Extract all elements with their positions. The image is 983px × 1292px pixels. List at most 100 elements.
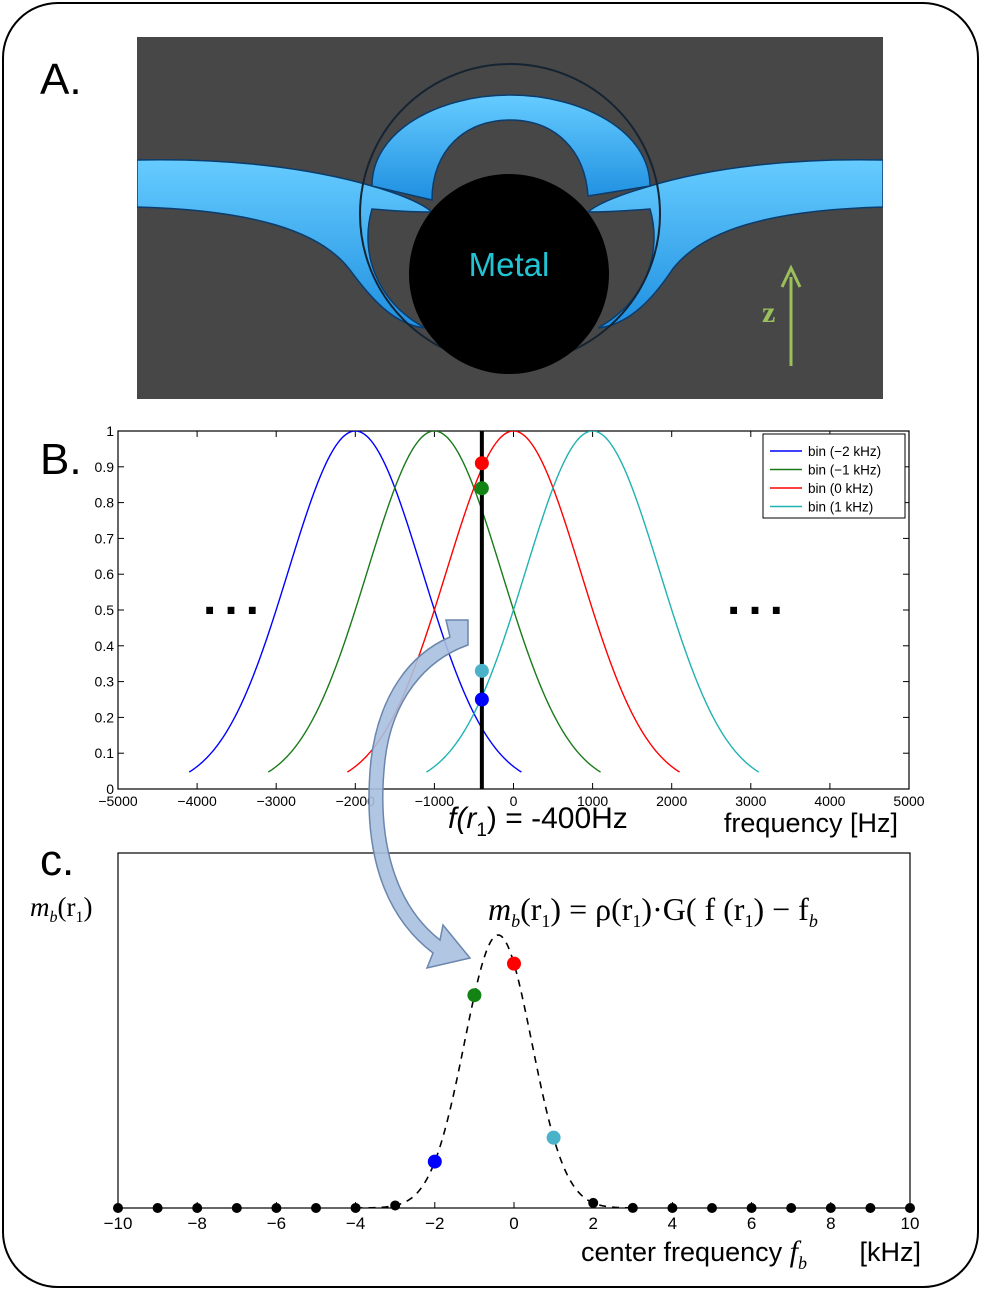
panel-b-x-label: frequency [Hz] — [724, 808, 898, 838]
marker-label-f: f(r — [448, 802, 477, 835]
eq-sub-1: 1 — [541, 911, 550, 931]
marker-label-sub: 1 — [476, 820, 487, 841]
x-tick-label: −4 — [346, 1214, 365, 1233]
sample-point — [192, 1203, 203, 1213]
panel-a-field-map: Metal z — [137, 37, 883, 399]
x-tick-label: 3000 — [735, 793, 766, 809]
intersection-point — [474, 692, 489, 707]
panel-c-x-unit: [kHz] — [859, 1237, 921, 1267]
panel-a-label: A. — [40, 55, 82, 104]
x-tick-label: −2000 — [336, 793, 376, 809]
x-tick-label: 0 — [509, 1214, 518, 1233]
ellipsis-left: ... — [203, 572, 267, 625]
x-tick-label: 1000 — [577, 793, 608, 809]
ylabel-open: (r — [58, 892, 76, 922]
sample-point — [707, 1203, 717, 1213]
sample-point — [905, 1203, 915, 1213]
intersection-point — [474, 456, 489, 471]
sample-point — [786, 1203, 797, 1213]
connecting-arrow-icon — [368, 619, 472, 970]
panel-c-x-axis: −10 −8 −6 −4 −2 0 2 4 6 8 10 — [104, 1202, 920, 1233]
y-tick-label: 0.2 — [95, 709, 115, 725]
metal-sphere — [409, 174, 609, 374]
y-tick-label: 0 — [106, 781, 114, 797]
highlight-point — [467, 988, 482, 1003]
panel-b-curves — [188, 431, 760, 773]
legend-entry: bin (−2 kHz) — [808, 444, 881, 459]
series-line — [267, 431, 601, 773]
x-tick-label: −8 — [188, 1214, 207, 1233]
eq-mid: )·G( f (r — [641, 891, 744, 927]
sample-point — [588, 1197, 599, 1208]
sample-point — [350, 1202, 361, 1213]
x-tick-label: 4 — [668, 1214, 677, 1233]
y-tick-label: 0.1 — [95, 745, 115, 761]
x-tick-label: 5000 — [893, 793, 924, 809]
sample-point — [231, 1203, 242, 1213]
sample-point — [271, 1203, 282, 1213]
intersection-point — [474, 663, 489, 678]
left-field-band — [137, 159, 435, 329]
highlight-point — [507, 956, 521, 971]
ellipsis-right: ... — [727, 572, 791, 625]
y-tick-label: 0.7 — [95, 530, 115, 546]
ylabel-m: m — [30, 892, 50, 922]
x-tick-label: 0 — [510, 793, 518, 809]
x-tick-label: 6 — [747, 1214, 756, 1233]
intersection-point — [474, 481, 489, 496]
eq-sub-b: b — [511, 911, 520, 931]
eq-rho: ) = ρ(r — [550, 891, 632, 927]
eq-rho-sub: 1 — [632, 911, 641, 931]
y-tick-label: 0.6 — [95, 566, 115, 582]
panel-c-points — [113, 956, 915, 1213]
ylabel-close: ) — [83, 892, 92, 922]
series-line — [188, 431, 522, 773]
z-axis-arrow-head-icon — [780, 264, 802, 288]
x-tick-label: −10 — [104, 1214, 133, 1233]
panel-b-chart: 0 0.1 0.2 0.3 0.4 0.5 0.6 0.7 0.8 0.9 1 −5000 −4000… — [95, 423, 925, 841]
panel-b-intersections — [474, 456, 489, 707]
eq-tail: ) − f — [753, 891, 809, 927]
panel-b-x-axis: −5000 −4000 −3000 −2000 −1000 0 1000 2000 3000 40… — [98, 431, 925, 809]
sample-point — [627, 1202, 638, 1213]
x-tick-label: 10 — [901, 1214, 920, 1233]
x-tick-label: 8 — [826, 1214, 835, 1233]
panel-c-chart: −10 −8 −6 −4 −2 0 2 4 6 8 10 mb(r1) mb(r1) = ρ(r1)… — [30, 852, 921, 1273]
y-tick-label: 0.9 — [95, 459, 115, 475]
legend-entry: bin (0 kHz) — [808, 481, 873, 496]
sample-point — [667, 1202, 678, 1213]
sample-point — [311, 1202, 321, 1213]
model-equation: mb(r1) = ρ(r1)·G( f (r1) − fb — [488, 891, 818, 931]
y-tick-label: 1 — [106, 423, 114, 439]
sample-point — [746, 1203, 757, 1213]
x-tick-label: 2000 — [656, 793, 687, 809]
x-tick-label: −1000 — [415, 793, 455, 809]
x-tick-label: −5000 — [98, 793, 138, 809]
y-tick-label: 0.8 — [95, 495, 115, 511]
panel-c-gaussian-curve — [355, 934, 633, 1208]
y-tick-label: 0.5 — [95, 602, 115, 618]
sample-point — [865, 1203, 876, 1213]
panel-b-label: B. — [40, 435, 82, 484]
marker-frequency-label: f(r1) = -400Hz — [448, 802, 628, 841]
x-tick-label: 2 — [588, 1214, 597, 1233]
highlight-point — [427, 1154, 442, 1169]
eq-r: (r — [520, 891, 542, 927]
upper-arc-band — [371, 94, 651, 201]
sample-point — [152, 1203, 163, 1213]
xlabel-sub: b — [798, 1253, 807, 1273]
eq-m: m — [488, 891, 511, 927]
right-field-band — [585, 159, 883, 329]
marker-label-value: ) = -400Hz — [487, 802, 628, 835]
ylabel-sub-b: b — [50, 909, 58, 926]
legend-entry: bin (1 kHz) — [808, 500, 873, 515]
metal-label: Metal — [469, 246, 550, 283]
x-tick-label: −4000 — [177, 793, 217, 809]
ylabel-sub-1: 1 — [75, 909, 83, 926]
eq-f-sub: 1 — [744, 911, 753, 931]
sample-point — [825, 1203, 836, 1213]
panel-c-y-label: mb(r1) — [30, 892, 92, 926]
eq-tail-sub: b — [809, 911, 818, 931]
